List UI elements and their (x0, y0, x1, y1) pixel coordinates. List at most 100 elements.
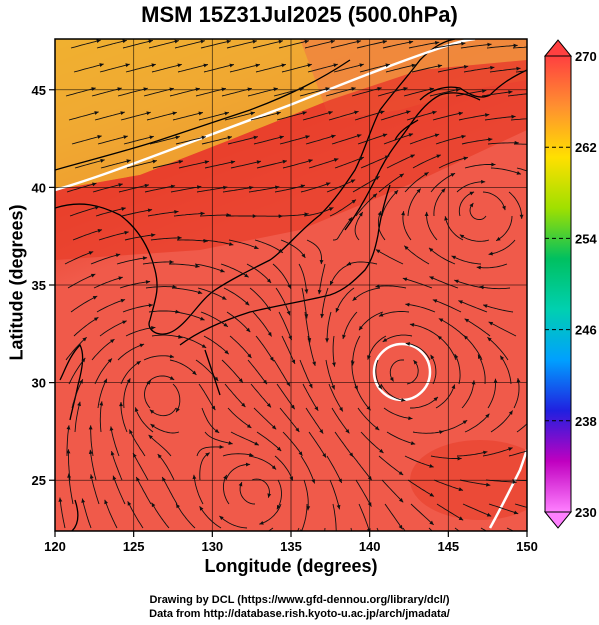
streamline-arrowhead (244, 301, 250, 306)
streamline (430, 172, 456, 193)
streamline-arrowhead (429, 87, 434, 92)
streamline (386, 154, 415, 169)
streamline (469, 202, 487, 221)
streamline (66, 182, 97, 193)
streamline-arrowhead (382, 338, 388, 342)
streamline-arrowhead (358, 212, 363, 217)
streamline-arrowhead (148, 39, 153, 44)
streamline-arrowhead (503, 540, 507, 544)
streamline (490, 167, 522, 175)
streamline (81, 498, 92, 529)
streamline (172, 383, 181, 413)
streamline (273, 87, 304, 97)
streamline (161, 476, 178, 505)
streamline-arrowhead (144, 183, 149, 188)
streamline (516, 423, 527, 433)
streamline-arrowhead (534, 91, 538, 95)
streamline-arrowhead (539, 479, 543, 483)
streamline (406, 111, 437, 121)
streamline (169, 263, 200, 268)
streamline (150, 237, 182, 241)
streamline (247, 87, 278, 97)
streamline-arrowhead (99, 401, 104, 406)
streamline (64, 251, 94, 265)
streamline (276, 111, 307, 121)
streamline-arrowhead (126, 378, 131, 383)
streamline (123, 135, 154, 145)
streamline (250, 383, 272, 408)
streamline-arrowhead (148, 303, 153, 308)
streamline (100, 159, 131, 169)
streamline (329, 199, 357, 217)
streamline (358, 311, 384, 331)
streamline (203, 64, 234, 73)
streamline (412, 154, 441, 169)
streamline-arrowhead (214, 428, 220, 433)
streamline (169, 87, 200, 97)
streamline-arrowhead (149, 409, 155, 414)
x-axis: 120 125 130 135 140 145 150 (44, 531, 538, 554)
streamline (68, 473, 74, 505)
streamline (458, 114, 490, 121)
streamline-arrowhead (227, 135, 232, 140)
streamline (429, 276, 459, 289)
streamline (488, 321, 517, 337)
streamline-arrowhead (359, 156, 364, 161)
streamline (251, 478, 270, 498)
y-tick-label: 40 (32, 180, 46, 195)
streamline-arrowhead (115, 253, 121, 258)
streamline (326, 311, 332, 343)
streamline-arrowhead (253, 245, 259, 249)
streamline (378, 311, 410, 317)
streamline-arrowhead (481, 179, 486, 184)
streamline-arrowhead (513, 43, 518, 48)
streamline-arrowhead (508, 410, 513, 415)
streamline-arrowhead (129, 429, 133, 434)
streamline-arrowhead (534, 410, 538, 414)
streamline (508, 191, 523, 219)
streamline (149, 407, 177, 417)
streamline (195, 359, 219, 382)
streamline (410, 503, 434, 526)
streamline (171, 287, 203, 294)
streamline-arrowhead (81, 498, 86, 503)
streamline (278, 40, 310, 49)
streamline (145, 286, 177, 289)
streamline-arrowhead (385, 63, 390, 68)
streamline-arrowhead (81, 357, 86, 363)
streamline (68, 111, 99, 121)
streamline (428, 247, 456, 265)
streamline (132, 452, 149, 481)
streamline-arrowhead (151, 63, 156, 68)
streamline-arrowhead (238, 378, 243, 383)
streamline (175, 136, 207, 145)
streamline-arrowhead (541, 143, 545, 147)
streamline-arrowhead (219, 445, 224, 449)
streamline (300, 182, 331, 193)
streamline (299, 87, 330, 97)
streamline (358, 503, 371, 531)
streamline-arrowhead (279, 135, 284, 140)
streamline-arrowhead (226, 39, 231, 44)
streamline-arrowhead (169, 376, 175, 380)
streamline (279, 407, 300, 433)
streamline (301, 287, 308, 319)
streamline (111, 450, 123, 481)
streamline (355, 479, 372, 507)
streamline (438, 318, 465, 337)
streamline (148, 434, 172, 457)
streamline (351, 87, 382, 97)
streamline-arrowhead (281, 63, 286, 68)
streamline-arrowhead (246, 424, 252, 428)
colorbar-tick-label: 230 (575, 505, 597, 520)
streamline-arrowhead (174, 39, 179, 44)
streamline (65, 87, 96, 97)
streamline (128, 429, 146, 457)
streamline-arrowhead (170, 184, 176, 189)
streamline (117, 87, 148, 97)
streamline (95, 207, 126, 217)
streamline-arrowhead (282, 159, 287, 164)
streamline (359, 63, 390, 73)
streamline-arrowhead (379, 448, 384, 453)
streamline (476, 263, 508, 269)
